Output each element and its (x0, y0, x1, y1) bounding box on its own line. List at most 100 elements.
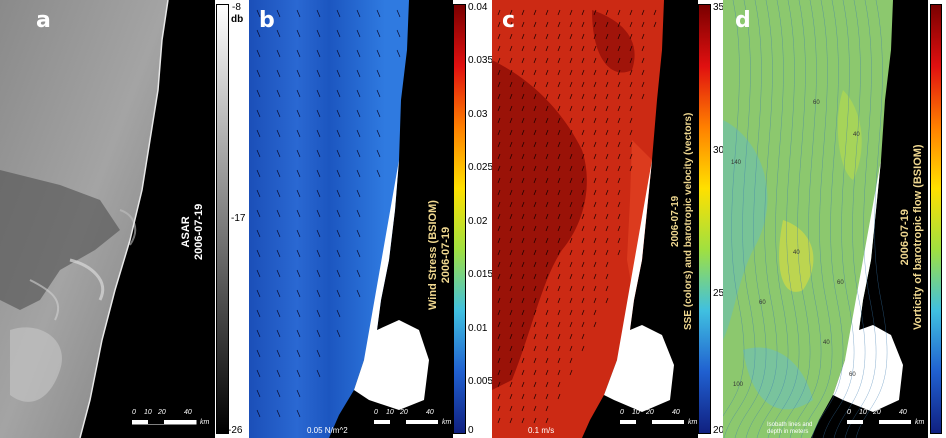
vector-arrow (509, 261, 513, 268)
vector-arrow (581, 165, 585, 172)
vector-arrow (569, 201, 573, 208)
vector-arrow (569, 285, 573, 292)
vector-arrow (509, 321, 513, 328)
vector-arrow (593, 249, 597, 256)
isobath-line (756, 0, 789, 438)
vector-arrow (256, 189, 261, 198)
vector-arrow (581, 249, 585, 256)
vector-arrow (605, 297, 609, 304)
vector-arrow (356, 49, 361, 58)
vector-arrow (276, 409, 281, 418)
vector-arrow (617, 165, 621, 172)
vector-arrow (276, 209, 281, 218)
vector-arrow (593, 117, 597, 124)
vector-arrow (593, 177, 597, 184)
vector-arrow (557, 273, 561, 280)
vector-arrow (557, 189, 561, 196)
vector-arrow (569, 237, 573, 244)
vector-arrow (497, 345, 501, 352)
vector-arrow (521, 237, 525, 244)
vector-arrow (557, 369, 561, 376)
vector-arrow (509, 165, 513, 172)
vector-arrow (617, 117, 621, 124)
vector-arrow (605, 237, 609, 244)
vector-arrow (569, 57, 573, 64)
vector-arrow (569, 261, 573, 268)
vector-arrow (509, 201, 513, 208)
vector-arrow (276, 389, 281, 398)
vector-arrow (605, 153, 609, 160)
vector-arrow (296, 49, 301, 58)
scale-tick-40: 40 (899, 409, 907, 416)
vector-arrow (533, 417, 537, 424)
vector-arrow (593, 285, 597, 292)
vector-arrow (545, 45, 549, 52)
vector-arrow (617, 33, 621, 40)
vector-arrow (276, 169, 281, 178)
vector-arrow (605, 213, 609, 220)
vector-arrow (256, 389, 261, 398)
vector-arrow (509, 237, 513, 244)
vector-arrow (521, 417, 525, 424)
vector-arrow (593, 105, 597, 112)
colorbar-b (453, 4, 466, 434)
scale-tick-20: 20 (873, 409, 881, 416)
vector-arrow (605, 165, 609, 172)
vector-arrow (545, 297, 549, 304)
vector-arrow (497, 357, 501, 364)
colorbar-c-tick-35: 35 (713, 2, 725, 13)
vector-arrow (256, 89, 261, 98)
vector-arrow (356, 229, 361, 238)
vector-arrow (593, 141, 597, 148)
vector-arrow (533, 321, 537, 328)
vector-arrow (509, 129, 513, 136)
vector-arrow (557, 321, 561, 328)
isobath-legend: Isobath lines and depth in meters (767, 422, 812, 436)
vector-arrow (296, 89, 301, 98)
vector-arrow (497, 9, 501, 16)
vector-arrow (316, 209, 321, 218)
vector-arrow (581, 45, 585, 52)
vector-arrow (521, 105, 525, 112)
vector-arrow (641, 81, 645, 88)
vector-arrow (356, 69, 361, 78)
scale-bar-d: 0 10 20 40 km (847, 409, 927, 434)
panel-b: b Wind Stress (BSIOM) 2006-07-19 0.05 N/… (249, 0, 493, 438)
panel-a-title-line1: ASAR (180, 216, 192, 248)
isobath-line (723, 0, 756, 438)
vector-arrow (641, 69, 645, 76)
vector-arrow (509, 21, 513, 28)
vector-arrow (316, 69, 321, 78)
scale-tick-10: 10 (859, 409, 867, 416)
vector-arrow (533, 381, 537, 388)
vector-arrow (617, 201, 621, 208)
wind-vector-scale-label: 0.05 N/m^2 (307, 426, 348, 435)
vector-arrow (509, 249, 513, 256)
scale-tick-0: 0 (847, 409, 851, 416)
vector-arrow (557, 69, 561, 76)
vector-arrow (336, 229, 341, 238)
vector-arrow (545, 381, 549, 388)
vector-arrow (356, 29, 361, 38)
vector-arrow (533, 333, 537, 340)
isobath-label: 60 (837, 280, 844, 286)
vector-arrow (276, 29, 281, 38)
vector-arrow (569, 45, 573, 52)
vector-arrow (557, 9, 561, 16)
vector-arrow (581, 117, 585, 124)
vector-arrow (557, 225, 561, 232)
vector-arrow (545, 165, 549, 172)
vector-arrow (497, 141, 501, 148)
vector-arrow (593, 273, 597, 280)
vector-arrow (581, 105, 585, 112)
colorbar-b-tick-0.04: 0.04 (468, 2, 488, 13)
vector-arrow (533, 309, 537, 316)
vector-arrow (629, 33, 633, 40)
vector-arrow (605, 9, 609, 16)
vector-arrow (276, 49, 281, 58)
vector-arrow (617, 237, 621, 244)
vector-arrow (336, 89, 341, 98)
vector-arrow (256, 149, 261, 158)
vector-arrow (521, 129, 525, 136)
vector-arrow (497, 105, 501, 112)
